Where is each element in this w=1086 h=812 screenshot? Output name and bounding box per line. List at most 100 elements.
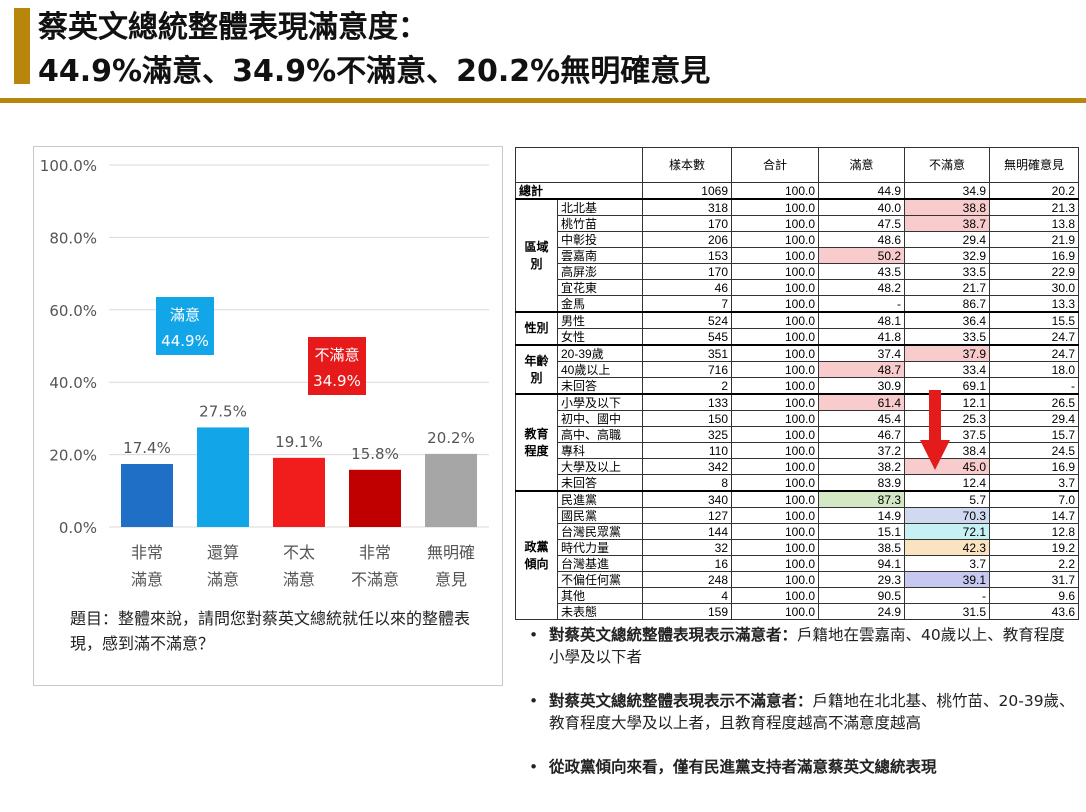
group-label: 教育程度 <box>515 393 558 492</box>
y-tick-label: 0.0% <box>59 519 97 537</box>
header-satisfied: 滿意 <box>818 147 905 183</box>
cell-value: 100.0 <box>731 474 819 492</box>
cell-value: 7.0 <box>989 490 1079 508</box>
data-label: 19.1% <box>275 433 323 451</box>
cell-value: 12.4 <box>904 474 990 492</box>
bar-chart: 0.0%20.0%40.0%60.0%80.0%100.0%17.4%非常滿意2… <box>40 157 489 589</box>
table-row: 大學及以上 342 100.0 38.2 45.0 16.9 <box>516 458 1079 475</box>
x-tick-label: 滿意 <box>283 570 315 589</box>
table-header-row: 樣本數 合計 滿意 不滿意 無明確意見 <box>515 147 1079 183</box>
table-row: 雲嘉南 153 100.0 50.2 32.9 16.9 <box>516 247 1079 264</box>
cell-value: 39.1 <box>904 571 990 588</box>
data-label: 27.5% <box>199 402 247 420</box>
row-label: 未回答 <box>557 474 643 492</box>
data-label: 20.2% <box>427 429 475 447</box>
row-label: 桃竹苗 <box>557 215 643 232</box>
cell-value: 100.0 <box>731 377 819 395</box>
group-label: 政黨傾向 <box>515 490 558 620</box>
table-row: 不偏任何黨 248 100.0 29.3 39.1 31.7 <box>516 571 1079 588</box>
cell-value: 33.5 <box>904 263 990 280</box>
cell-value: 100.0 <box>731 263 819 280</box>
cell-value: 100.0 <box>731 507 819 524</box>
cell-value: 100.0 <box>731 426 819 443</box>
table-row: 性別 男性 524 100.0 48.1 36.4 15.5 <box>515 311 1079 346</box>
group-label: 區域別 <box>515 198 558 313</box>
cell-value: 24.7 <box>989 328 1079 346</box>
cell-value: 94.1 <box>818 555 905 572</box>
table-row: 桃竹苗 170 100.0 47.5 38.7 13.8 <box>516 215 1079 232</box>
table-row: 40歲以上 716 100.0 48.7 33.4 18.0 <box>516 361 1079 378</box>
cell-value: 24.5 <box>989 442 1079 459</box>
cell-value: 100.0 <box>731 328 819 346</box>
table-row: 年齡別 20-39歲 351 100.0 37.4 37.9 24.7 <box>515 344 1079 395</box>
table-row: 中彰投 206 100.0 48.6 29.4 21.9 <box>516 231 1079 248</box>
table-row: 高中、高職 325 100.0 46.7 37.5 15.7 <box>516 426 1079 443</box>
finding-dissatisfied: 對蔡英文總統整體表現表示不滿意者：戶籍地在北北基、桃竹苗、20-39歲、教育程度… <box>527 690 1077 734</box>
cell-value: 545 <box>642 328 732 346</box>
x-tick-label: 不太 <box>283 543 315 562</box>
cell-value: 31.7 <box>989 571 1079 588</box>
cell-value: 45.4 <box>818 410 905 427</box>
row-label: 小學及以下 <box>557 393 643 411</box>
cell-value: 100.0 <box>731 523 819 540</box>
cell-value: 29.4 <box>904 231 990 248</box>
cell-value: 48.7 <box>818 361 905 378</box>
cell-value: 16.9 <box>989 247 1079 264</box>
cell-value: 100.0 <box>731 442 819 459</box>
cell-value: 61.4 <box>818 393 905 411</box>
cell-value: 12.8 <box>989 523 1079 540</box>
cell-value: 206 <box>642 231 732 248</box>
cell-value: 127 <box>642 507 732 524</box>
row-label: 金馬 <box>557 295 643 313</box>
cell-value: 38.5 <box>818 539 905 556</box>
cell-value: 100.0 <box>731 571 819 588</box>
cell-value: 86.7 <box>904 295 990 313</box>
cell-value: 26.5 <box>989 393 1079 411</box>
x-tick-label: 滿意 <box>131 570 163 589</box>
cell-value: 48.6 <box>818 231 905 248</box>
row-label: 20-39歲 <box>557 344 643 362</box>
row-label: 其他 <box>557 587 643 604</box>
cell-value: 100.0 <box>731 490 819 508</box>
table-row: 專科 110 100.0 37.2 38.4 24.5 <box>516 442 1079 459</box>
down-arrow-icon <box>920 390 950 470</box>
cell-value: 9.6 <box>989 587 1079 604</box>
bar <box>121 464 173 527</box>
cell-value: 50.2 <box>818 247 905 264</box>
title-accent-bar <box>14 8 30 84</box>
cell-value: 100.0 <box>731 555 819 572</box>
cell-value: 5.7 <box>904 490 990 508</box>
cell-value: 38.8 <box>904 198 990 216</box>
table-row: 國民黨 127 100.0 14.9 70.3 14.7 <box>516 507 1079 524</box>
cell-value: 318 <box>642 198 732 216</box>
cell-value: 20.2 <box>989 182 1079 200</box>
cell-value: 33.4 <box>904 361 990 378</box>
x-tick-label: 滿意 <box>207 570 239 589</box>
cell-value: 41.8 <box>818 328 905 346</box>
cell-value: 46 <box>642 279 732 296</box>
annotation-label: 不滿意 <box>314 346 359 364</box>
row-label: 大學及以上 <box>557 458 643 475</box>
cell-value: 100.0 <box>731 198 819 216</box>
cell-value: 100.0 <box>731 410 819 427</box>
cell-value: 13.8 <box>989 215 1079 232</box>
cell-value: 14.7 <box>989 507 1079 524</box>
cell-value: 22.9 <box>989 263 1079 280</box>
table-row: 高屏澎 170 100.0 43.5 33.5 22.9 <box>516 263 1079 280</box>
cell-value: 110 <box>642 442 732 459</box>
table-row: 女性 545 100.0 41.8 33.5 24.7 <box>516 328 1079 346</box>
cell-value: 100.0 <box>731 231 819 248</box>
cell-value: 159 <box>642 603 732 620</box>
cell-value: 37.4 <box>818 344 905 362</box>
cell-value: 83.9 <box>818 474 905 492</box>
cell-value: 45.0 <box>904 458 990 475</box>
cell-value: 48.1 <box>818 311 905 329</box>
data-label: 17.4% <box>123 439 171 457</box>
table-row: 其他 4 100.0 90.5-9.6 <box>516 587 1079 604</box>
x-tick-label: 意見 <box>435 570 467 589</box>
title-line-2: 44.9%滿意、34.9%不滿意、20.2%無明確意見 <box>38 54 711 89</box>
annotation-value: 44.9% <box>161 332 209 350</box>
cell-value: 1069 <box>642 182 732 200</box>
cell-value: 21.3 <box>989 198 1079 216</box>
bar <box>349 469 401 527</box>
